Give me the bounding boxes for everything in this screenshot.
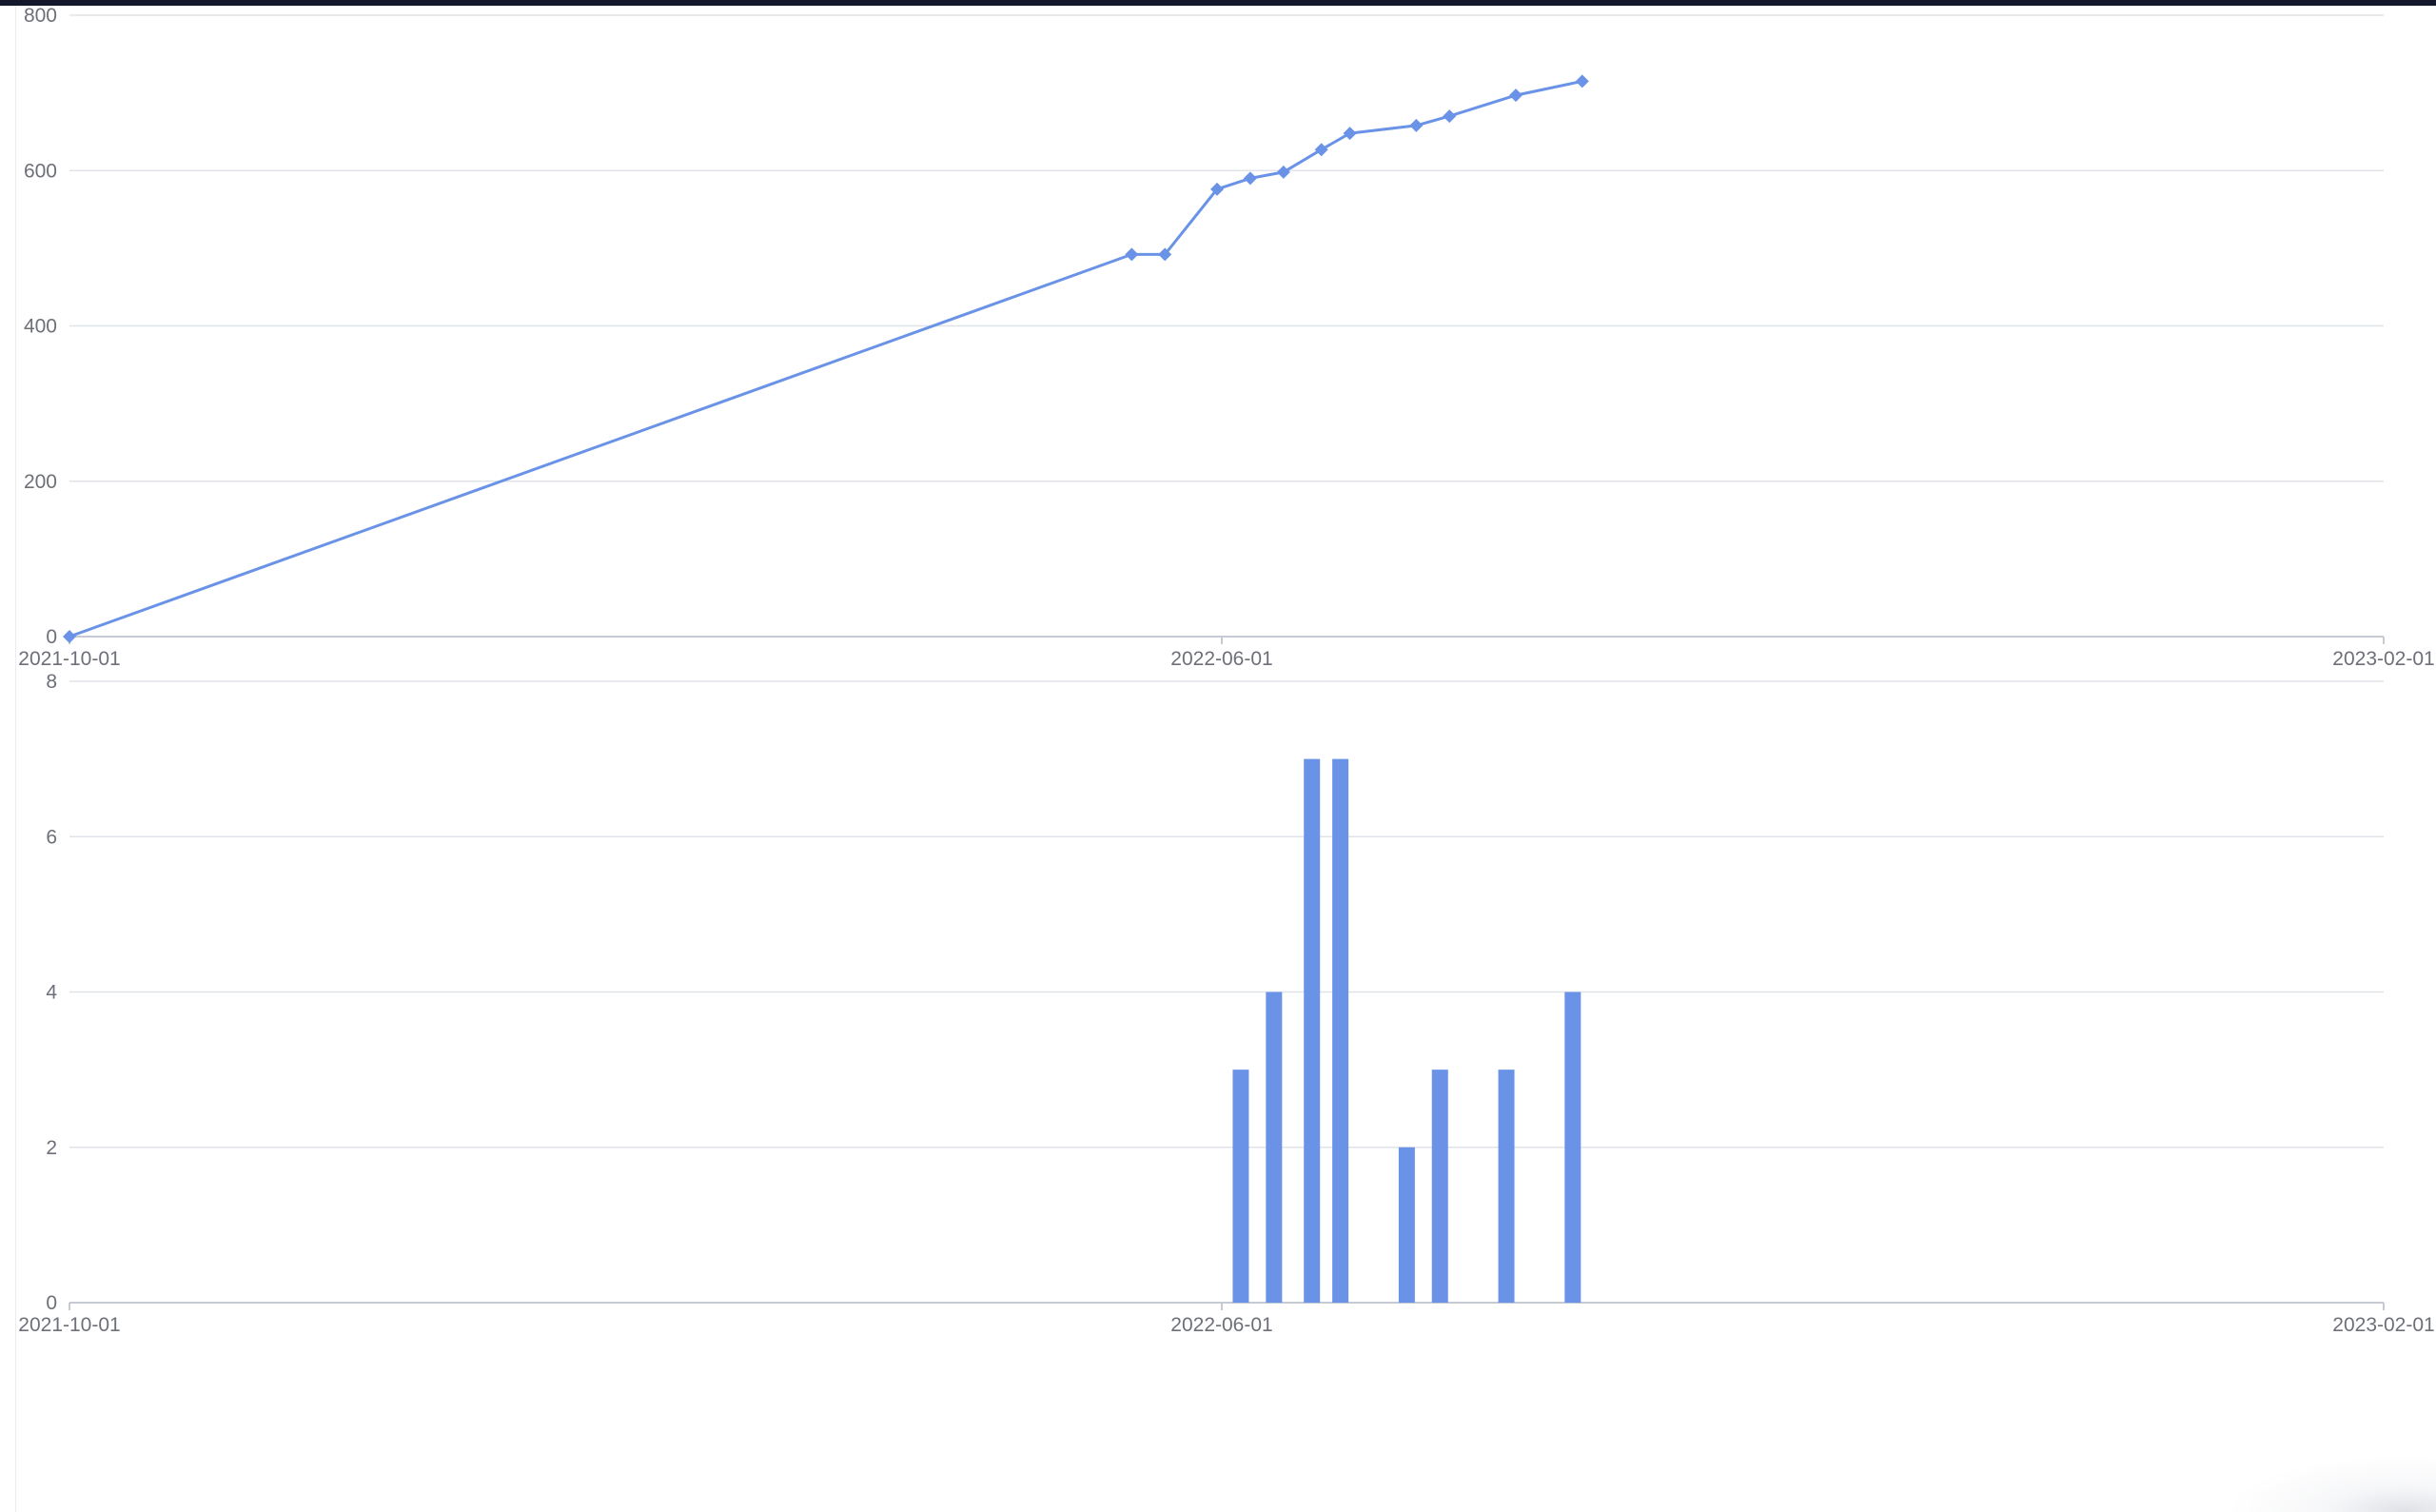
x-tick-label: 2022-06-01 [1170, 1314, 1272, 1336]
data-point-marker[interactable] [1409, 118, 1424, 132]
y-tick-label: 2 [46, 1137, 57, 1159]
corner-shadow [2227, 1455, 2436, 1512]
left-border-line [15, 6, 16, 1512]
bar[interactable] [1266, 992, 1283, 1304]
x-tick-label: 2022-06-01 [1170, 648, 1272, 670]
data-point-marker[interactable] [1276, 165, 1290, 179]
bar[interactable] [1564, 992, 1581, 1304]
weekly-bar-chart: 0 2 4 6 8 2021-10-01 2022-06-01 2023-02-01 [18, 671, 2434, 1336]
data-point-marker[interactable] [1210, 182, 1225, 196]
data-point-marker[interactable] [1158, 247, 1172, 262]
x-tick-label: 2021-10-01 [18, 648, 120, 670]
cumulative-line-chart: 0 200 400 600 800 2021-10-01 2022-06-01 2023-02… [18, 5, 2434, 670]
bar[interactable] [1232, 1070, 1249, 1303]
y-tick-label: 200 [24, 471, 57, 493]
y-tick-label: 400 [24, 316, 57, 338]
x-tick-label: 2021-10-01 [18, 1314, 120, 1336]
y-tick-label: 0 [46, 1292, 57, 1314]
data-point-marker[interactable] [1314, 143, 1328, 157]
data-point-marker[interactable] [1343, 127, 1357, 141]
data-point-marker[interactable] [1443, 109, 1457, 124]
y-tick-label: 0 [46, 626, 57, 648]
y-tick-label: 6 [46, 826, 57, 848]
x-tick-label: 2023-02-01 [2332, 1314, 2434, 1336]
x-tick-label: 2023-02-01 [2332, 648, 2434, 670]
series-line [69, 79, 1583, 638]
bar[interactable] [1431, 1070, 1448, 1303]
y-tick-label: 8 [46, 671, 57, 693]
data-point-marker[interactable] [1243, 171, 1257, 186]
bar[interactable] [1398, 1147, 1415, 1303]
y-tick-label: 4 [46, 982, 57, 1004]
data-point-marker[interactable] [1509, 88, 1522, 103]
bar[interactable] [1498, 1070, 1515, 1303]
data-point-marker[interactable] [1125, 247, 1139, 262]
bar[interactable] [1332, 758, 1349, 1303]
data-point-marker[interactable] [1575, 74, 1589, 88]
y-tick-label: 600 [24, 160, 57, 182]
bar[interactable] [1304, 758, 1321, 1303]
window-top-bar [0, 0, 2436, 6]
y-tick-label: 800 [24, 5, 57, 27]
data-point-marker[interactable] [63, 630, 76, 643]
